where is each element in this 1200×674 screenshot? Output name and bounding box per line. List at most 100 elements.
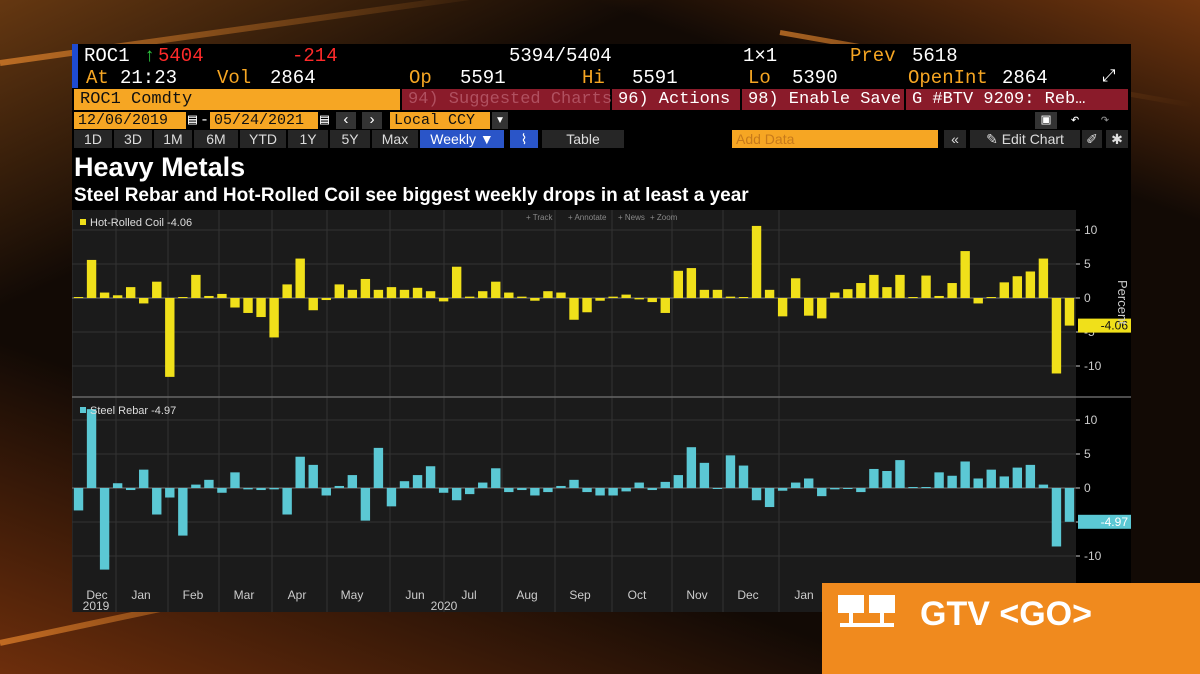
gtv-command-field[interactable]: G #BTV 9209: Reb… [906, 89, 1128, 110]
table-button[interactable]: Table [542, 130, 624, 148]
rebar-bar [947, 475, 957, 488]
coil-bar [269, 298, 279, 338]
edit-icon[interactable]: ✐ [1082, 130, 1102, 148]
edit-chart-button[interactable]: ✎ Edit Chart [970, 130, 1080, 148]
legend-label: Steel Rebar -4.97 [90, 405, 176, 417]
coil-bar [817, 298, 827, 319]
collapse-icon[interactable]: « [944, 130, 966, 148]
enable-save-button[interactable]: 98) Enable Save [742, 89, 904, 110]
end-date-input[interactable]: 05/24/2021 [210, 112, 318, 129]
rebar-bar [647, 488, 657, 491]
panel-tool-news[interactable]: + News [618, 213, 645, 222]
rebar-bar [165, 488, 175, 498]
next-period-button[interactable]: › [362, 112, 382, 129]
legend-swatch [80, 219, 86, 225]
x-tick-label: Oct [628, 588, 647, 602]
calendar-icon[interactable]: ▤ [320, 112, 330, 129]
rebar-bar [817, 488, 827, 497]
x-tick-label: Apr [288, 588, 307, 602]
coil-bar [1051, 298, 1062, 374]
panel-tool-zoom[interactable]: + Zoom [650, 213, 678, 222]
x-tick-label: Jan [794, 588, 813, 602]
rebar-bar [204, 479, 214, 488]
rebar-bar [373, 447, 384, 488]
coil-bar [112, 295, 123, 298]
y-axis-label: Percent [1115, 280, 1130, 325]
range-3d-button[interactable]: 3D [114, 130, 152, 148]
coil-bar [751, 225, 762, 298]
range-5y-button[interactable]: 5Y [330, 130, 370, 148]
coil-bar [908, 297, 918, 298]
panel-tool-track[interactable]: + Track [526, 213, 553, 222]
rebar-bar [986, 469, 996, 488]
currency-select[interactable]: Local CCY [390, 112, 490, 129]
rebar-bar [360, 488, 371, 521]
legend-swatch [80, 407, 86, 413]
coil-bar [738, 297, 749, 298]
x-tick-label: Feb [183, 588, 204, 602]
rebar-bar [621, 488, 631, 492]
line-chart-icon[interactable]: ⌇ [510, 130, 538, 148]
prev-period-button[interactable]: ‹ [336, 112, 356, 129]
x-tick-label: May [341, 588, 364, 602]
coil-bar [99, 292, 110, 298]
period-select[interactable]: Weekly ▼ [420, 130, 504, 148]
start-date-input[interactable]: 12/06/2019 [74, 112, 186, 129]
actions-menu[interactable]: 96) Actions [612, 89, 740, 110]
coil-bar [634, 298, 644, 300]
x-tick-label: Jun [405, 588, 424, 602]
coil-bar [178, 297, 188, 298]
coil-bar [347, 289, 358, 298]
command-bar: ROC1 Comdty 94) Suggested Charts 96) Act… [72, 89, 1131, 110]
security-field[interactable]: ROC1 Comdty [74, 89, 400, 110]
rebar-bar [451, 488, 462, 501]
coil-bar [947, 283, 957, 298]
rebar-bar [895, 460, 905, 488]
x-tick-label: Sep [569, 588, 591, 602]
suggested-charts-button[interactable]: 94) Suggested Charts [402, 89, 612, 110]
rebar-bar [777, 488, 788, 491]
coil-bar [139, 298, 149, 304]
coil-bar [543, 291, 553, 298]
coil-bar [295, 258, 305, 298]
calendar-icon[interactable]: ▤ [188, 112, 198, 129]
undo-icon[interactable]: ↶ [1070, 112, 1080, 129]
coil-bar [152, 281, 162, 298]
rebar-bar [178, 488, 188, 536]
add-data-input[interactable]: Add Data [732, 130, 938, 148]
x-tick-label: Jul [461, 588, 476, 602]
rebar-bar [217, 488, 227, 493]
coil-bar [1064, 298, 1075, 326]
rebar-bar [347, 475, 358, 488]
coil-bar [556, 292, 566, 298]
rebar-bar [464, 488, 475, 495]
chevron-down-icon[interactable]: ▾ [492, 112, 508, 129]
range-1m-button[interactable]: 1M [154, 130, 192, 148]
rebar-bar [99, 488, 110, 570]
range-max-button[interactable]: Max [372, 130, 418, 148]
rebar-bar [790, 482, 801, 488]
range-ytd-button[interactable]: YTD [240, 130, 286, 148]
redo-icon[interactable]: ↷ [1100, 112, 1110, 129]
coil-bar [360, 278, 371, 298]
rebar-bar [908, 487, 918, 488]
chart-toolbar: 1D 3D 1M 6M YTD 1Y 5Y Max Weekly ▼ ⌇ Tab… [72, 130, 1131, 149]
range-6m-button[interactable]: 6M [194, 130, 238, 148]
quote-row-1: ROC1 ↑ 5404 -214 5394/5404 1×1 Prev 5618 [72, 44, 1131, 67]
gtv-go-label: GTV <GO> [920, 595, 1092, 633]
coil-bar [647, 298, 657, 303]
coil-bar [934, 295, 944, 298]
range-1y-button[interactable]: 1Y [288, 130, 328, 148]
expand-icon[interactable]: ⤢ [1102, 68, 1116, 87]
range-1d-button[interactable]: 1D [74, 130, 112, 148]
coil-bar [777, 298, 788, 317]
rebar-bar [1064, 488, 1075, 522]
rebar-bar [712, 488, 723, 489]
x-tick-label: Aug [516, 588, 537, 602]
panel-tool-annotate[interactable]: + Annotate [568, 213, 607, 222]
presentation-icon[interactable]: ▣ [1035, 112, 1057, 129]
rebar-bar [738, 465, 749, 488]
gear-icon[interactable]: ✱ [1106, 130, 1128, 148]
coil-bar [73, 297, 84, 298]
